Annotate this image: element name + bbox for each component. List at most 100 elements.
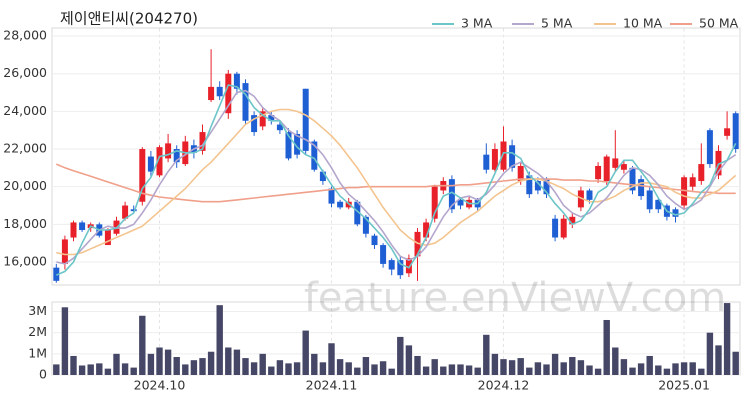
candle-body xyxy=(526,175,533,195)
volume-bar xyxy=(182,364,189,375)
volume-bar xyxy=(199,358,206,375)
candle-body xyxy=(534,181,541,191)
volume-bar xyxy=(242,358,249,375)
volume-bar xyxy=(508,360,516,375)
volume-bar xyxy=(551,353,559,375)
y-tick-label: 18,000 xyxy=(3,216,47,231)
watermark: feature.enViewV.com xyxy=(304,275,726,321)
volume-bar xyxy=(70,355,77,375)
y-tick-label: 0 xyxy=(39,367,47,382)
candle-body xyxy=(233,73,240,89)
candle-body xyxy=(302,88,309,151)
candle-body xyxy=(560,218,567,238)
volume-bar xyxy=(483,334,490,375)
y-tick-label: 20,000 xyxy=(3,178,47,193)
candle-body xyxy=(70,222,77,238)
volume-bar xyxy=(500,359,507,375)
legend-label: 10 MA xyxy=(623,16,663,31)
ma-line xyxy=(55,84,737,276)
candle-body xyxy=(500,141,507,170)
legend-label: 3 MA xyxy=(461,16,493,31)
volume-bar xyxy=(130,367,137,375)
candle-body xyxy=(431,186,438,219)
volume-bar xyxy=(586,365,593,375)
candle-body xyxy=(448,179,455,210)
volume-bar xyxy=(53,364,60,375)
ma-line xyxy=(56,89,737,265)
candle-body xyxy=(130,209,137,212)
volume-bar xyxy=(491,353,499,375)
candle-body xyxy=(208,86,215,101)
candle-body xyxy=(620,164,627,170)
candle-body xyxy=(199,132,206,151)
candle-body xyxy=(715,150,722,176)
candle-body xyxy=(79,222,86,230)
volume-bar xyxy=(594,368,602,375)
volume-bar xyxy=(474,367,481,375)
candle-body xyxy=(543,179,550,195)
ma-line xyxy=(56,108,737,256)
candle-body xyxy=(638,179,645,197)
volume-bar xyxy=(319,362,327,375)
legend-label: 5 MA xyxy=(541,16,573,31)
y-tick-label: 26,000 xyxy=(3,65,47,80)
candle-body xyxy=(156,147,163,176)
volume-bar xyxy=(414,355,421,375)
volume-bar xyxy=(61,307,69,375)
candle-body xyxy=(388,260,395,270)
volume-bar xyxy=(620,359,628,375)
volume-bar xyxy=(689,362,696,375)
candle-body xyxy=(259,111,266,127)
candle-body xyxy=(147,156,154,172)
y-tick-label: 2M xyxy=(28,324,47,339)
volume-bar xyxy=(723,303,731,375)
volume-bar xyxy=(87,364,94,375)
volume-bar xyxy=(612,347,619,375)
x-tick-label: 2025.01 xyxy=(658,378,710,393)
volume-bar xyxy=(517,358,524,375)
candle-body xyxy=(423,222,430,238)
volume-bar xyxy=(362,357,370,375)
candle-body xyxy=(319,171,326,182)
candle-body xyxy=(122,205,129,219)
volume-bar xyxy=(139,315,146,375)
volume-bar xyxy=(560,362,567,375)
volume-bar xyxy=(354,367,361,375)
candle-body xyxy=(53,267,60,281)
x-tick-label: 2024.12 xyxy=(478,378,530,393)
ma-line xyxy=(55,163,736,203)
volume-bar xyxy=(465,365,473,375)
volume-bar xyxy=(164,349,172,375)
volume-bar xyxy=(569,357,576,375)
volume-bar xyxy=(285,363,292,375)
volume-bar xyxy=(577,360,585,375)
volume-bar xyxy=(422,366,430,375)
candle-body xyxy=(405,258,412,274)
volume-bar xyxy=(698,368,705,375)
y-tick-label: 3M xyxy=(28,303,47,318)
volume-bar xyxy=(448,364,456,375)
volume-bar xyxy=(311,353,318,375)
candle-body xyxy=(251,115,258,133)
candle-body xyxy=(483,154,490,170)
volume-bar xyxy=(388,368,395,375)
candle-body xyxy=(698,164,705,182)
volume-bar xyxy=(173,357,180,375)
candle-body xyxy=(328,188,335,204)
candle-body xyxy=(371,235,378,246)
volume-bar xyxy=(680,362,688,375)
volume-bar xyxy=(534,362,542,375)
volume-bar xyxy=(225,347,232,375)
candle-body xyxy=(139,149,146,202)
volume-bar xyxy=(233,349,241,375)
chart-title: 제이앤티씨(204270) xyxy=(60,10,198,28)
candle-body xyxy=(165,143,172,159)
volume-bar xyxy=(397,336,404,375)
volume-bar xyxy=(259,353,266,375)
volume-bar xyxy=(250,362,258,375)
candle-body xyxy=(285,132,292,159)
volume-bar xyxy=(379,361,387,375)
y-tick-label: 24,000 xyxy=(3,103,47,118)
candle-body xyxy=(61,239,68,264)
